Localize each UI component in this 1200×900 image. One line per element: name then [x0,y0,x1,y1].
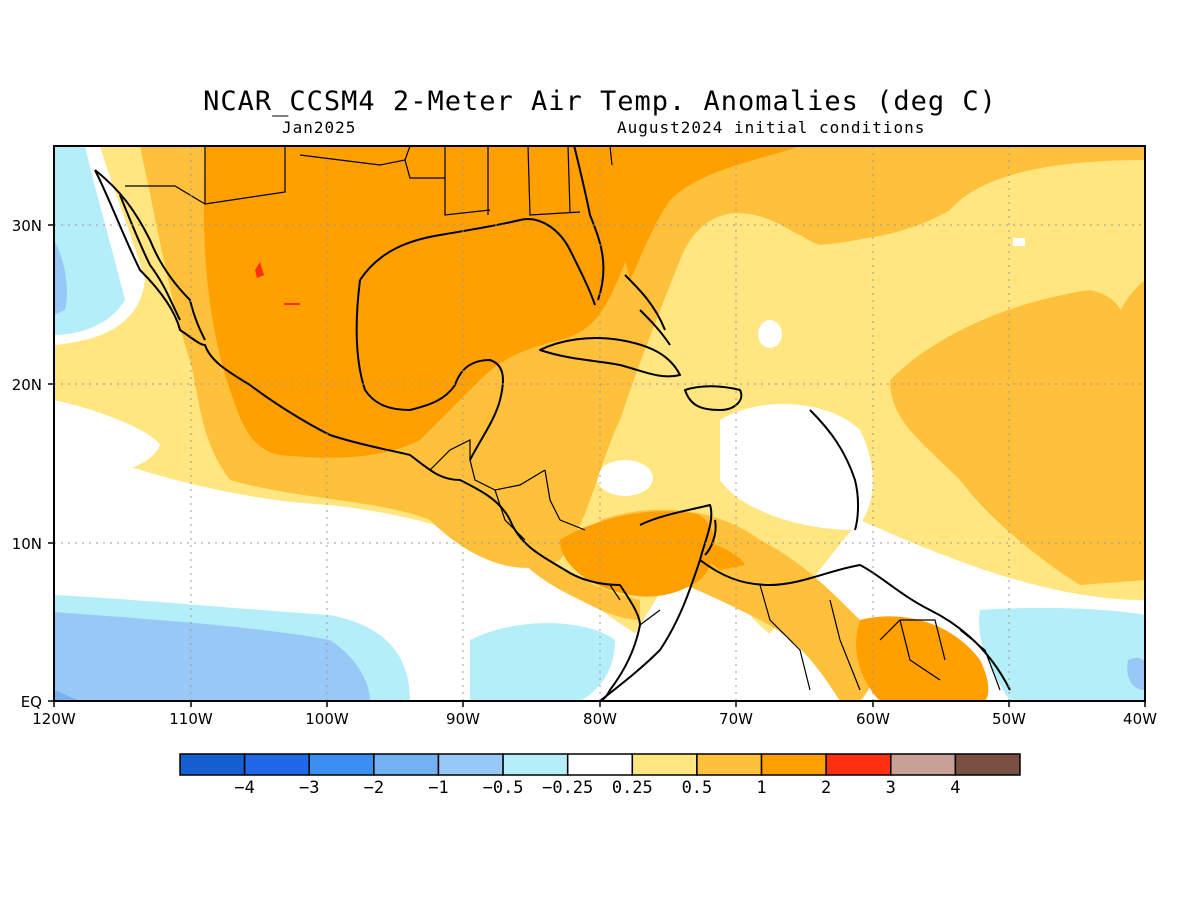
colorbar-swatch [437,753,504,776]
colorbar-swatch [760,753,827,776]
lat-label: 10N [12,535,42,553]
lon-label: 60W [856,710,890,728]
lon-label: 100W [305,710,349,728]
colorbar-label: −0.5 [483,778,524,798]
lon-label: 110W [169,710,213,728]
colorbar-label: −2 [364,778,384,798]
colorbar-swatch [696,753,763,776]
tick-marks [48,224,1146,707]
anomaly-field [54,146,1145,701]
lon-label: 80W [583,710,617,728]
colorbar-swatch [631,753,698,776]
lon-label: 90W [446,710,480,728]
colorbar-label: 1 [756,778,766,798]
colorbar-swatch [308,753,375,776]
colorbar-label: 0.5 [682,778,713,798]
coastlines [94,146,1011,701]
colorbar-swatch [954,753,1021,776]
lon-label: 70W [719,710,753,728]
colorbar-swatch [373,753,440,776]
graticule [54,146,1145,701]
lon-label: 40W [1123,710,1157,728]
colorbar-label: −4 [234,778,254,798]
colorbar-label: −1 [428,778,448,798]
colorbar-label: 4 [950,778,960,798]
forecast-month: Jan2025 [282,118,357,137]
colorbar-swatch [179,753,246,776]
political-borders [125,146,1001,691]
lon-label: 50W [992,710,1026,728]
lat-label: 20N [12,376,42,394]
colorbar-label: 0.25 [612,778,653,798]
lat-label: 30N [12,217,42,235]
initial-conditions: August2024 initial conditions [617,118,926,137]
colorbar: −4 −3 −2 −1 −0.5 −0.25 0.25 0.5 1 2 3 4 [179,753,1021,798]
colorbar-label: −3 [299,778,319,798]
colorbar-label: 2 [821,778,831,798]
longitude-labels: 120W 110W 100W 90W 80W 70W 60W 50W 40W [32,710,1157,728]
colorbar-label: −0.25 [542,778,593,798]
map-title: NCAR_CCSM4 2-Meter Air Temp. Anomalies (… [203,86,997,117]
lon-label: 120W [32,710,76,728]
colorbar-swatch [502,753,569,776]
latitude-labels: EQ 10N 20N 30N [12,217,42,711]
colorbar-label: 3 [886,778,896,798]
colorbar-swatch [825,753,892,776]
colorbar-swatch [566,753,634,776]
colorbar-swatch [890,753,957,776]
colorbar-swatch [243,753,310,776]
lat-label: EQ [21,693,42,711]
